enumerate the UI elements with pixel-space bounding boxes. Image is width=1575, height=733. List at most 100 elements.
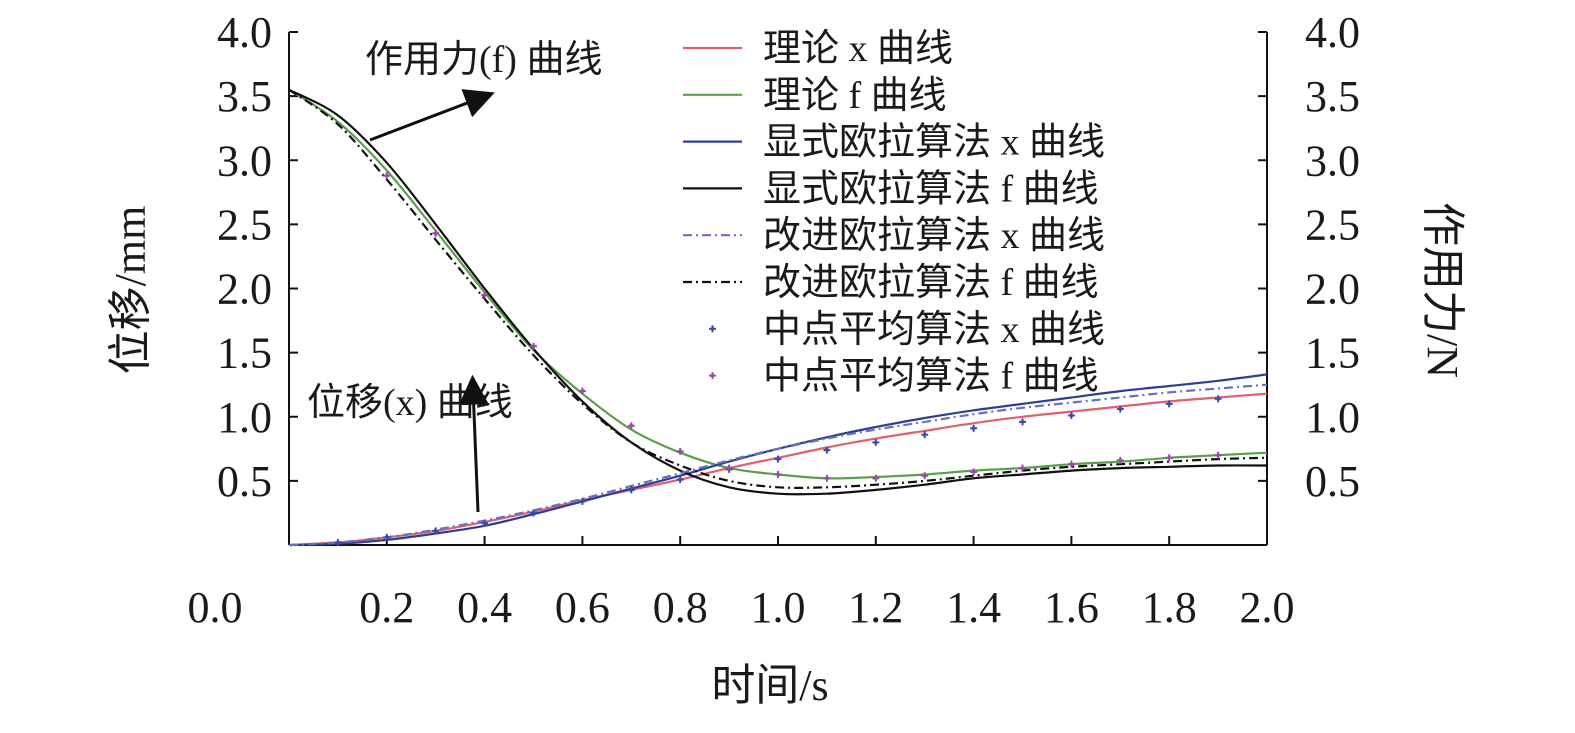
marker-dot <box>1216 396 1220 401</box>
marker-dot <box>433 231 438 236</box>
marker-dot <box>629 423 634 428</box>
x-tick-label: 1.4 <box>946 583 1001 632</box>
marker-dot <box>825 448 829 452</box>
right-y-tick-label: 2.0 <box>1305 265 1360 314</box>
marker-dot <box>678 449 682 454</box>
series-1 <box>288 88 1268 480</box>
marker-dot <box>776 472 780 477</box>
series-7-point <box>530 342 537 350</box>
legend-item: 显式欧拉算法 x 曲线 <box>683 122 1105 164</box>
series-7-point <box>1165 454 1173 462</box>
series-7-point <box>774 470 782 478</box>
marker-dot <box>874 440 878 445</box>
displacement-curve-arrow <box>458 374 489 513</box>
marker-dot <box>971 470 976 474</box>
marker-dot <box>776 457 780 461</box>
marker-dot <box>580 499 585 504</box>
legend-item: 中点平均算法 f 曲线 <box>709 356 1099 398</box>
series-6-point <box>1214 395 1222 403</box>
series-6-point <box>481 519 489 527</box>
series-7-point <box>921 472 929 480</box>
x-tick-label: 0.6 <box>555 583 610 632</box>
right-y-tick-label: 0.5 <box>1305 457 1360 506</box>
legend-item: 改进欧拉算法 x 曲线 <box>683 215 1105 257</box>
legend-item: 理论 x 曲线 <box>683 28 953 70</box>
left-y-tick-label: 2.0 <box>217 265 272 314</box>
legend-item: 显式欧拉算法 f 曲线 <box>683 168 1099 210</box>
x-tick-label: 2.0 <box>1240 583 1295 632</box>
series-7-point <box>1214 451 1222 459</box>
x-tick-label: 0.2 <box>359 583 414 632</box>
marker-dot <box>1069 413 1074 418</box>
marker-dot <box>1069 462 1074 467</box>
legend-label: 显式欧拉算法 x 曲线 <box>763 122 1105 164</box>
marker-dot <box>531 344 536 349</box>
left-y-tick-label: 3.5 <box>217 72 272 121</box>
series-6-point <box>1116 405 1124 413</box>
legend-label: 改进欧拉算法 x 曲线 <box>763 215 1105 257</box>
marker-dot <box>727 466 731 470</box>
series-7-point <box>823 474 831 482</box>
marker-dot <box>580 389 585 393</box>
marker-dot <box>1167 455 1171 460</box>
x-tick-label: 1.2 <box>848 583 903 632</box>
series-7-point <box>432 229 440 237</box>
series-6-point <box>432 527 440 535</box>
marker-dot <box>433 529 438 533</box>
left-y-tick-label: 2.5 <box>217 200 272 249</box>
legend-item: 理论 f 曲线 <box>683 75 947 117</box>
series-6-point <box>530 509 537 517</box>
marker-dot <box>385 173 389 178</box>
series-7 <box>383 172 1222 482</box>
marker-dot <box>1020 420 1025 424</box>
legend-item: 中点平均算法 x 曲线 <box>709 309 1105 351</box>
marker-dot <box>710 373 715 378</box>
marker-dot <box>1216 453 1220 458</box>
left-y-tick-label: 0.5 <box>217 457 272 506</box>
series-7-point <box>627 422 635 430</box>
series-3-line <box>288 88 1268 496</box>
x-tick-label: 0.4 <box>457 583 512 632</box>
legend-label: 改进欧拉算法 f 曲线 <box>763 262 1099 304</box>
series-7-point <box>578 387 586 395</box>
legend-label: 理论 x 曲线 <box>763 28 953 70</box>
x-tick-label: 1.0 <box>751 583 806 632</box>
marker-dot <box>710 327 715 331</box>
force-curve-arrow <box>369 89 495 142</box>
left-y-tick-label: 3.0 <box>217 136 272 185</box>
marker-dot <box>336 540 340 545</box>
marker-dot <box>531 511 536 515</box>
marker-dot <box>385 535 389 540</box>
x-tick-label: 0.8 <box>653 583 708 632</box>
right-y-tick-label: 3.5 <box>1305 72 1360 121</box>
series-6 <box>334 395 1222 546</box>
legend-label: 理论 f 曲线 <box>763 75 947 117</box>
right-y-tick-label: 4.0 <box>1305 8 1360 57</box>
marker-dot <box>1020 466 1025 470</box>
right-y-tick-label: 3.0 <box>1305 136 1360 185</box>
series-7-point <box>1019 464 1026 472</box>
series-7-point <box>872 474 880 482</box>
series-6-point <box>334 538 342 546</box>
series-6-point <box>1165 400 1173 408</box>
series-1-line <box>288 88 1268 480</box>
series-7-point <box>676 447 684 455</box>
marker-dot <box>874 476 878 481</box>
legend-label: 中点平均算法 f 曲线 <box>763 356 1099 398</box>
force-curve-annotation: 作用力(f) 曲线 <box>365 39 602 81</box>
series-6-point <box>1019 418 1026 426</box>
left-y-tick-label: 4.0 <box>217 8 272 57</box>
right-y-tick-label: 2.5 <box>1305 200 1360 249</box>
marker-dot <box>629 488 634 492</box>
marker-dot <box>1118 407 1123 411</box>
marker-dot <box>482 521 487 525</box>
marker-dot <box>971 426 976 431</box>
x-tick-label: 0.0 <box>188 583 243 632</box>
series-7-point <box>383 172 391 180</box>
series-6-point <box>1067 411 1075 419</box>
series-6-point <box>627 486 635 494</box>
legend-item: 改进欧拉算法 f 曲线 <box>683 262 1099 304</box>
marker-dot <box>482 293 487 297</box>
